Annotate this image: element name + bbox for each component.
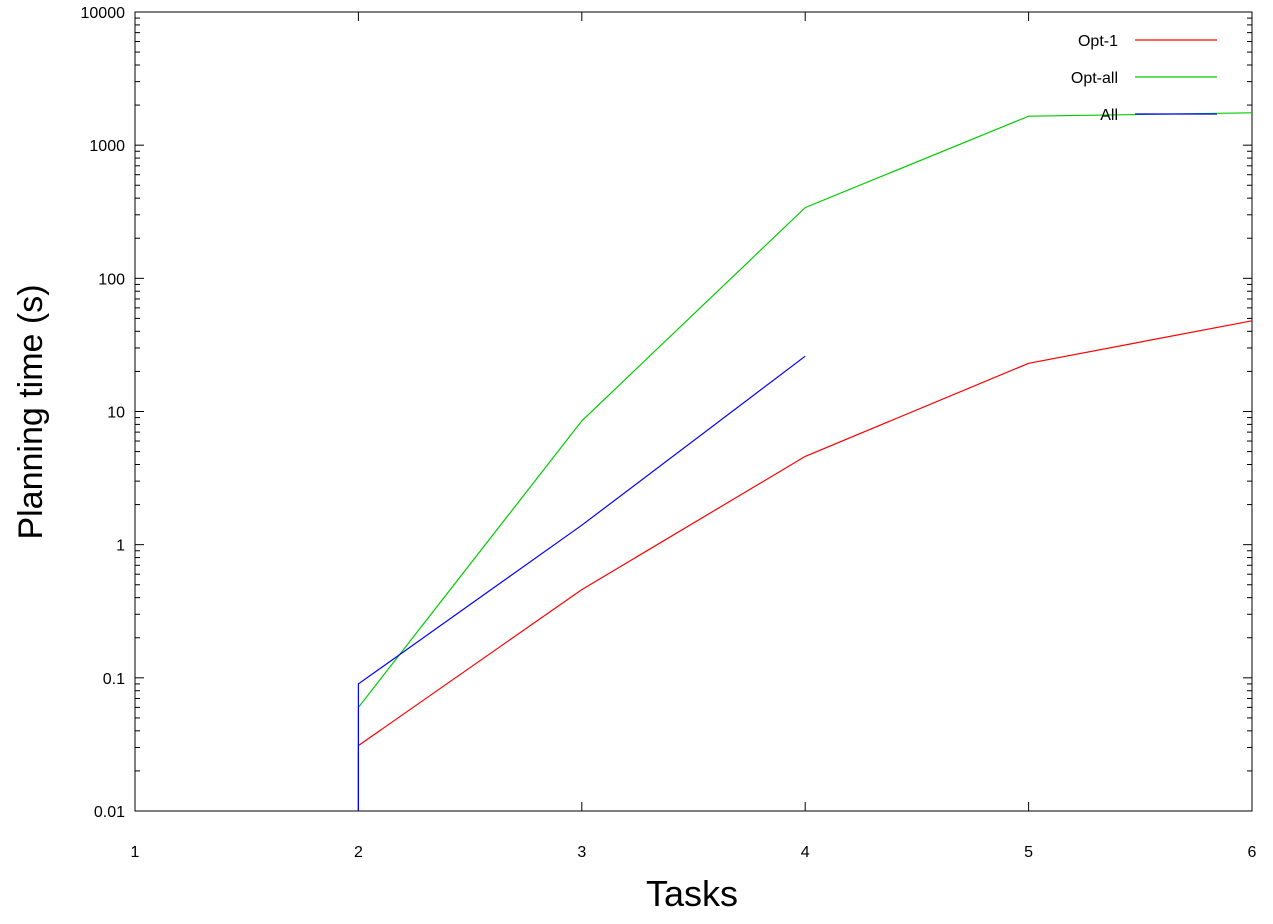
x-tick-label: 2 bbox=[354, 844, 363, 861]
y-tick-label: 1000 bbox=[89, 138, 125, 155]
y-tick-labels: 0.01 0.1 1 10 100 1000 10000 bbox=[81, 5, 126, 821]
x-tick-labels: 1 2 3 4 5 6 bbox=[131, 844, 1257, 861]
y-tick-label: 0.01 bbox=[94, 804, 125, 821]
series-line-opt-all bbox=[357, 112, 1253, 811]
x-tick-label: 6 bbox=[1248, 844, 1257, 861]
x-axis-title: Tasks bbox=[646, 873, 738, 914]
legend-label: Opt-1 bbox=[1078, 33, 1118, 50]
x-tick-label: 5 bbox=[1024, 844, 1033, 861]
y-tick-label: 100 bbox=[98, 271, 125, 288]
x-tick-label: 4 bbox=[801, 844, 810, 861]
series-lines bbox=[357, 112, 1253, 811]
axis-ticks bbox=[134, 11, 1253, 812]
y-tick-label: 0.1 bbox=[103, 671, 125, 688]
series-line-all bbox=[357, 355, 806, 811]
x-tick-label: 1 bbox=[131, 844, 140, 861]
plot-frame bbox=[134, 11, 1253, 812]
series-line-opt-1 bbox=[357, 320, 1253, 811]
x-tick-label: 3 bbox=[577, 844, 586, 861]
legend-label: All bbox=[1100, 107, 1118, 124]
legend: Opt-1 Opt-all All bbox=[1071, 33, 1217, 124]
legend-label: Opt-all bbox=[1071, 70, 1118, 87]
y-tick-label: 10 bbox=[107, 405, 125, 422]
y-axis-title: Planning time (s) bbox=[12, 284, 50, 539]
y-tick-label: 10000 bbox=[81, 5, 126, 22]
y-tick-label: 1 bbox=[116, 538, 125, 555]
